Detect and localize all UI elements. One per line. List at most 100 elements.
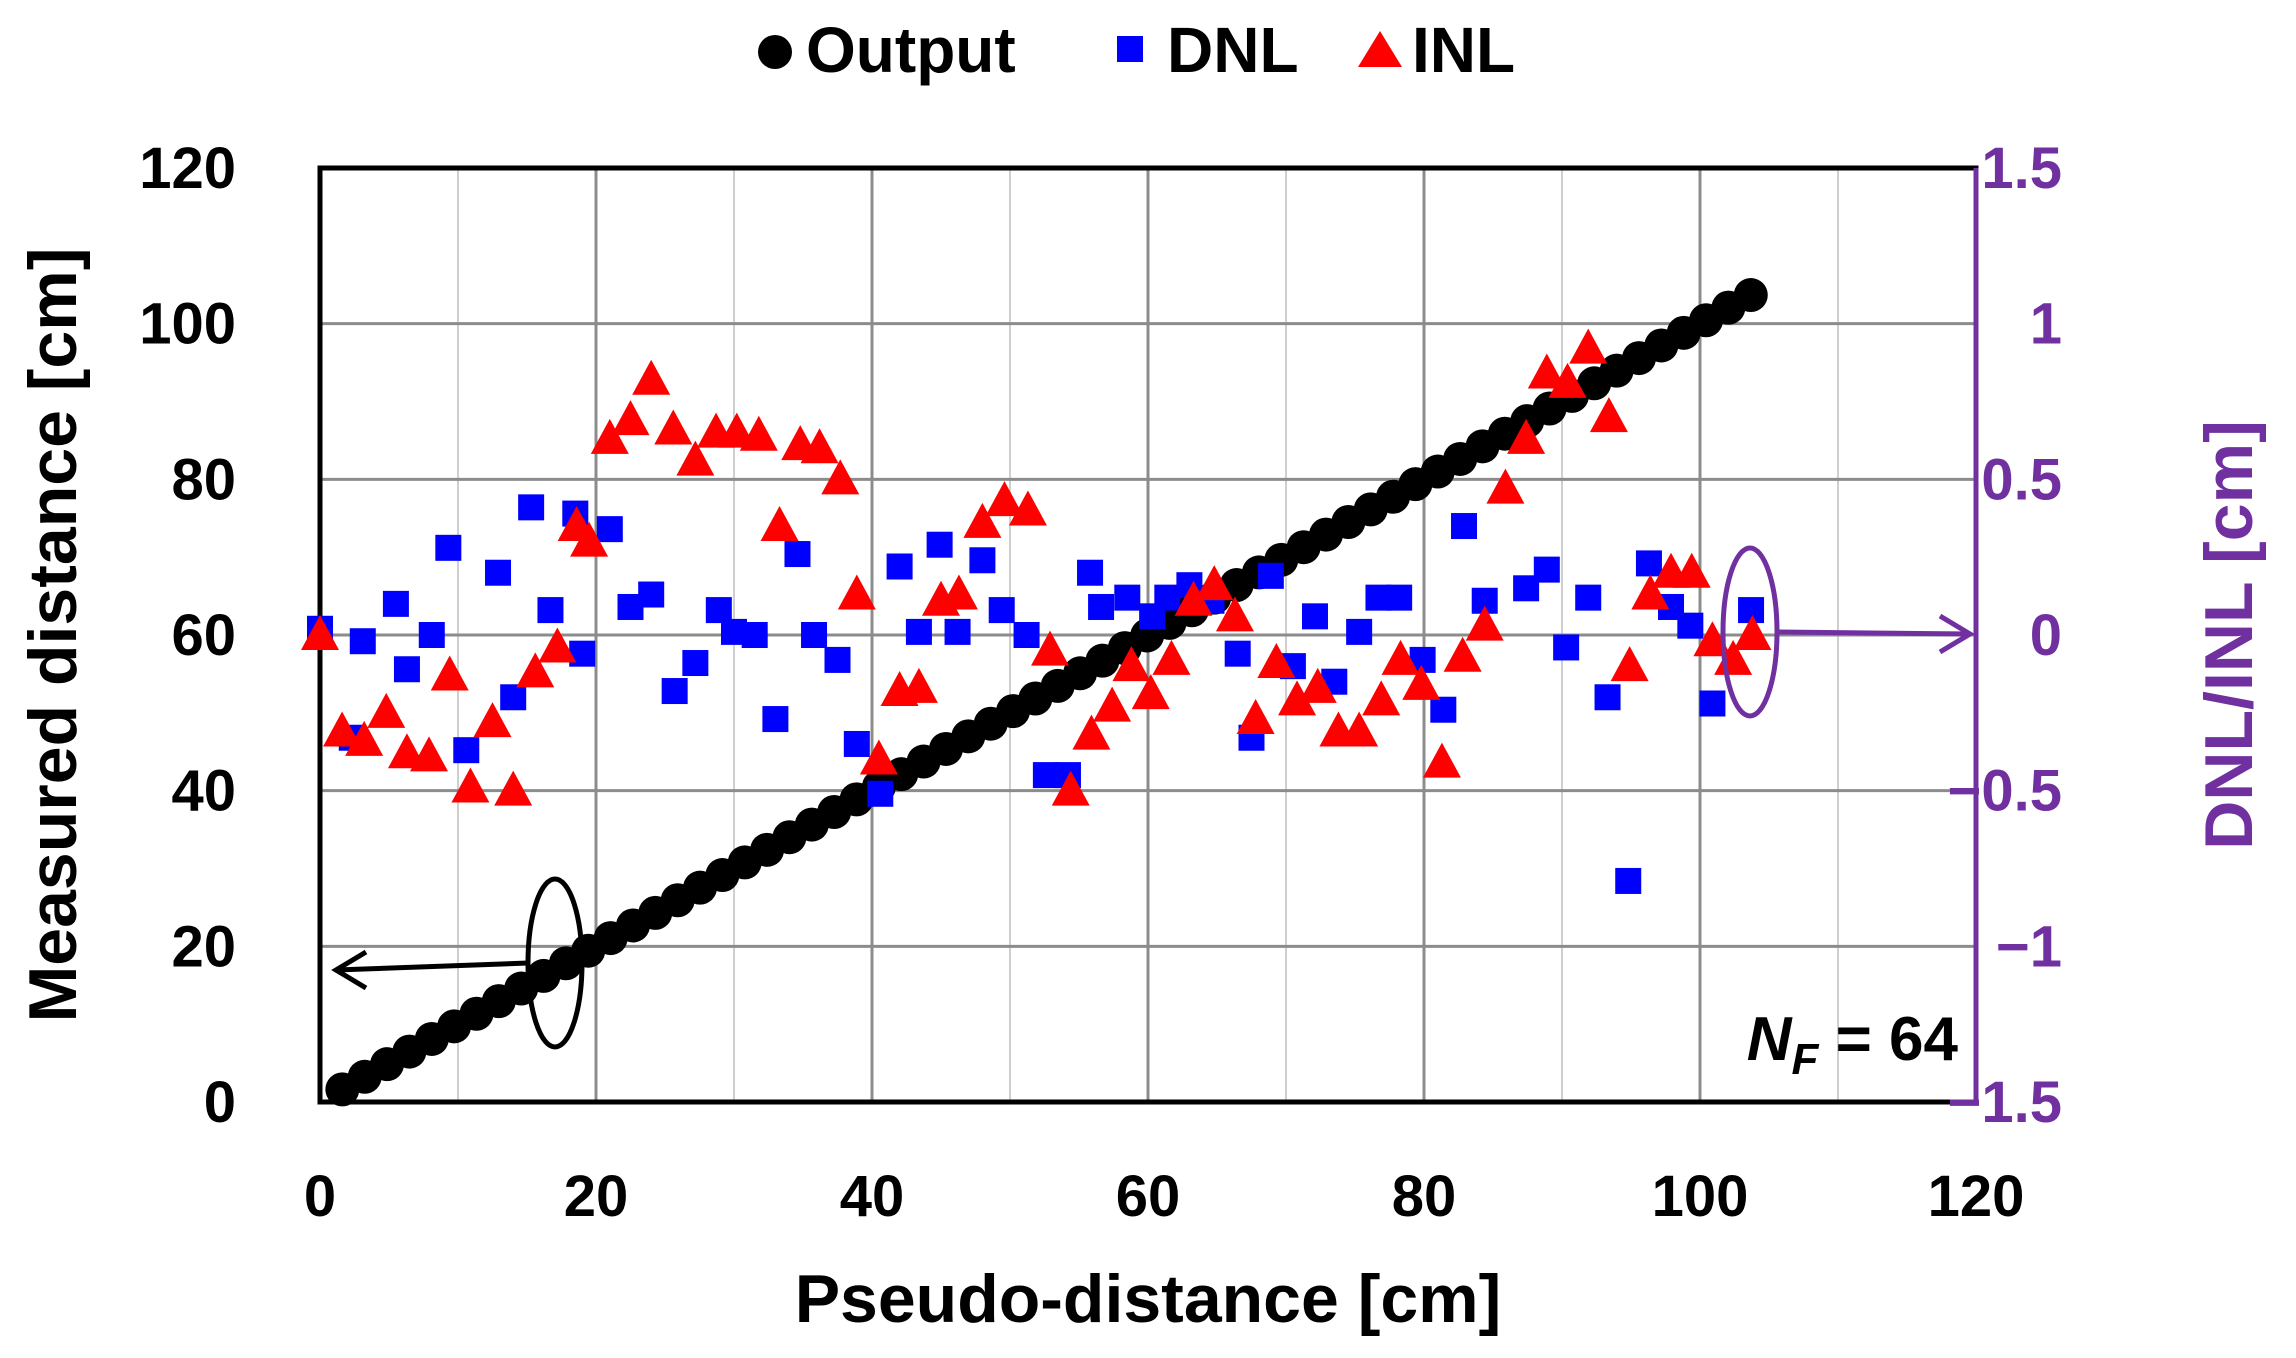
inl-point xyxy=(570,521,609,557)
dnl-point xyxy=(784,541,811,568)
dnl-point xyxy=(435,534,462,561)
y2-tick-label: −1.5 xyxy=(1948,1070,2063,1135)
y-axis-ticks: 0 20 40 60 80 100 120 xyxy=(139,136,236,1135)
inl-point xyxy=(1527,353,1566,389)
x-tick-label: 120 xyxy=(1928,1164,2025,1229)
inl-point xyxy=(1610,646,1649,682)
y-tick-label: 80 xyxy=(171,447,236,512)
dnl-point xyxy=(886,553,913,580)
dnl-point xyxy=(661,678,688,705)
inl-point xyxy=(516,652,555,688)
right-axis-callout xyxy=(1720,545,1975,719)
output-point xyxy=(1733,278,1768,313)
dnl-point xyxy=(926,531,953,558)
inl-point xyxy=(323,711,362,747)
inl-point xyxy=(1072,714,1111,750)
dnl-point xyxy=(1615,867,1642,894)
x-tick-label: 80 xyxy=(1392,1164,1457,1229)
inl-point xyxy=(1402,664,1441,700)
dnl-point xyxy=(762,706,789,733)
inl-point xyxy=(985,481,1024,517)
inl-point xyxy=(367,692,406,728)
dnl-point xyxy=(1088,593,1115,620)
dnl-point xyxy=(988,597,1015,624)
series-output xyxy=(325,278,1768,1107)
inl-point xyxy=(1589,397,1628,433)
dnl-point xyxy=(1430,696,1457,723)
dnl-point xyxy=(1154,584,1181,611)
inl-point xyxy=(899,667,938,703)
dnl-point xyxy=(801,622,828,648)
dnl-point xyxy=(1451,513,1478,540)
left-arrow-head xyxy=(331,949,368,991)
inl-point xyxy=(494,770,533,806)
inl-point xyxy=(473,702,512,738)
inl-point xyxy=(800,428,839,464)
inl-point xyxy=(760,506,799,542)
dnl-point xyxy=(596,516,623,543)
inl-point xyxy=(1465,605,1504,641)
inl-point xyxy=(939,574,978,610)
x-tick-label: 40 xyxy=(840,1164,905,1229)
dnl-point xyxy=(824,646,851,673)
inl-point xyxy=(1298,667,1337,703)
inl-point xyxy=(430,655,469,691)
dnl-point xyxy=(1553,634,1580,661)
dnl-point xyxy=(1301,603,1328,630)
inl-point xyxy=(1152,639,1191,675)
nf-symbol: N xyxy=(1747,1005,1793,1074)
inl-point xyxy=(611,400,650,436)
dnl-point xyxy=(485,559,512,586)
inl-point xyxy=(1174,580,1213,616)
dnl-point xyxy=(1386,584,1413,611)
dnl-point xyxy=(638,581,665,608)
y2-tick-label: 1 xyxy=(2030,292,2062,357)
inl-point xyxy=(821,459,860,495)
inl-point xyxy=(1131,674,1170,710)
inl-point xyxy=(1008,490,1047,526)
inl-point xyxy=(1112,646,1151,682)
dnl-point xyxy=(1699,690,1726,717)
y2-tick-label: 1.5 xyxy=(1981,136,2062,201)
inl-point xyxy=(1236,699,1275,735)
y2-axis-title: DNL/INL [cm] xyxy=(2191,420,2267,849)
y2-tick-label: 0.5 xyxy=(1981,447,2062,512)
legend: Output DNL INL xyxy=(758,14,1515,86)
inl-point xyxy=(1381,639,1420,675)
y2-tick-label: 0 xyxy=(2030,603,2062,668)
y-tick-label: 60 xyxy=(171,603,236,668)
inl-point xyxy=(1093,686,1132,722)
inl-point xyxy=(859,739,898,775)
inl-point xyxy=(538,627,577,663)
legend-output-label: Output xyxy=(806,14,1016,86)
inl-point xyxy=(739,415,778,451)
dnl-point xyxy=(418,622,445,648)
y-tick-label: 20 xyxy=(171,914,236,979)
dnl-point xyxy=(537,597,564,624)
inl-point xyxy=(345,720,384,756)
dnl-point xyxy=(382,590,409,617)
inl-point xyxy=(301,615,339,650)
inl-point xyxy=(717,412,756,448)
left-axis-callout xyxy=(331,876,585,1050)
dnl-point xyxy=(569,640,596,667)
dnl-point xyxy=(349,628,376,655)
y2-tick-label: −0.5 xyxy=(1948,759,2063,824)
x-tick-label: 60 xyxy=(1116,1164,1181,1229)
x-axis-ticks: 0 20 40 60 80 100 120 xyxy=(304,1164,2025,1229)
inl-point xyxy=(1548,362,1587,398)
dnl-point xyxy=(1575,584,1602,611)
dnl-point xyxy=(1594,684,1621,711)
inl-point xyxy=(1486,468,1525,504)
y-tick-label: 0 xyxy=(204,1070,236,1135)
x-axis-title: Pseudo-distance [cm] xyxy=(795,1261,1502,1337)
dnl-point xyxy=(393,656,420,683)
dnl-point xyxy=(1533,556,1560,583)
inl-point xyxy=(1733,615,1772,650)
inl-point xyxy=(1340,711,1379,747)
x-tick-label: 20 xyxy=(564,1164,629,1229)
dnl-point xyxy=(843,730,870,757)
inl-point xyxy=(1051,770,1090,806)
y-axis-title: Measured distance [cm] xyxy=(15,248,91,1023)
